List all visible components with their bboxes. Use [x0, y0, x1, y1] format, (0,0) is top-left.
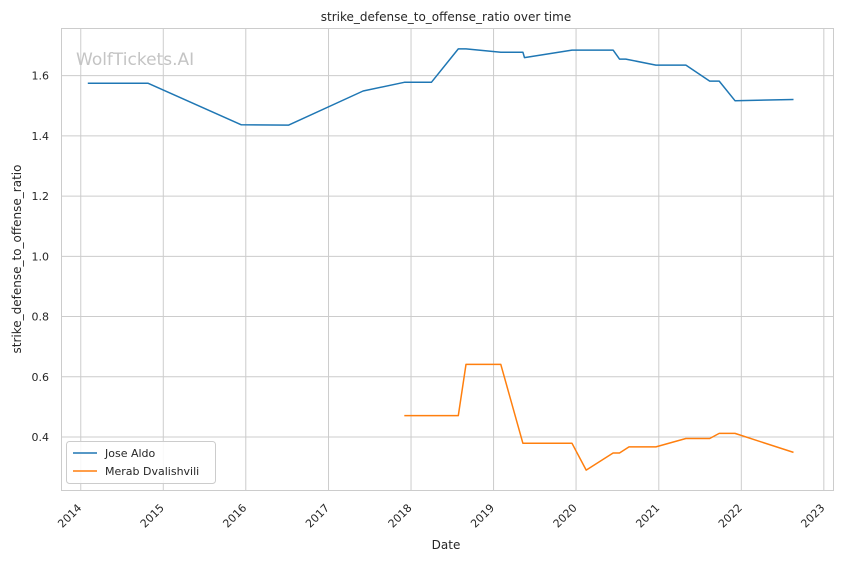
y-tick-label: 0.4 — [32, 431, 50, 444]
y-tick-label: 1.2 — [32, 190, 50, 203]
x-tick-label: 2023 — [798, 501, 827, 530]
series-line-jose-aldo — [87, 48, 794, 126]
x-tick-label: 2020 — [551, 501, 580, 530]
legend-label-merab-dvalishvili: Merab Dvalishvili — [105, 465, 199, 478]
y-tick-label: 1.0 — [32, 250, 50, 263]
y-tick-label: 1.4 — [32, 130, 50, 143]
y-tick-label: 1.6 — [32, 70, 50, 83]
y-tick-label: 0.6 — [32, 371, 50, 384]
x-tick-label: 2019 — [468, 501, 497, 530]
x-tick-labels: 2014 2015 2016 2017 2018 2019 2020 2021 2022 2023 — [55, 501, 827, 530]
x-tick-label: 2015 — [138, 501, 167, 530]
x-tick-label: 2014 — [55, 501, 84, 530]
grid — [62, 29, 834, 490]
x-tick-label: 2016 — [220, 501, 249, 530]
x-tick-label: 2021 — [633, 501, 662, 530]
watermark: WolfTickets.AI — [76, 50, 194, 70]
y-tick-labels: 0.4 0.6 0.8 1.0 1.2 1.4 1.6 — [32, 70, 50, 444]
y-tick-label: 0.8 — [32, 311, 50, 324]
x-axis-label: Date — [432, 538, 461, 552]
x-tick-label: 2022 — [716, 501, 745, 530]
legend: Jose Aldo Merab Dvalishvili — [66, 441, 216, 484]
chart-title: strike_defense_to_offense_ratio over tim… — [321, 10, 571, 24]
x-tick-label: 2017 — [303, 501, 332, 530]
legend-box — [66, 441, 216, 484]
x-tick-label: 2018 — [386, 501, 415, 530]
series-line-merab-dvalishvili — [404, 363, 794, 471]
series-lines — [87, 48, 794, 471]
plot-frame — [61, 28, 834, 491]
legend-label-jose-aldo: Jose Aldo — [104, 447, 156, 460]
y-axis-label: strike_defense_to_offense_ratio — [10, 165, 24, 354]
